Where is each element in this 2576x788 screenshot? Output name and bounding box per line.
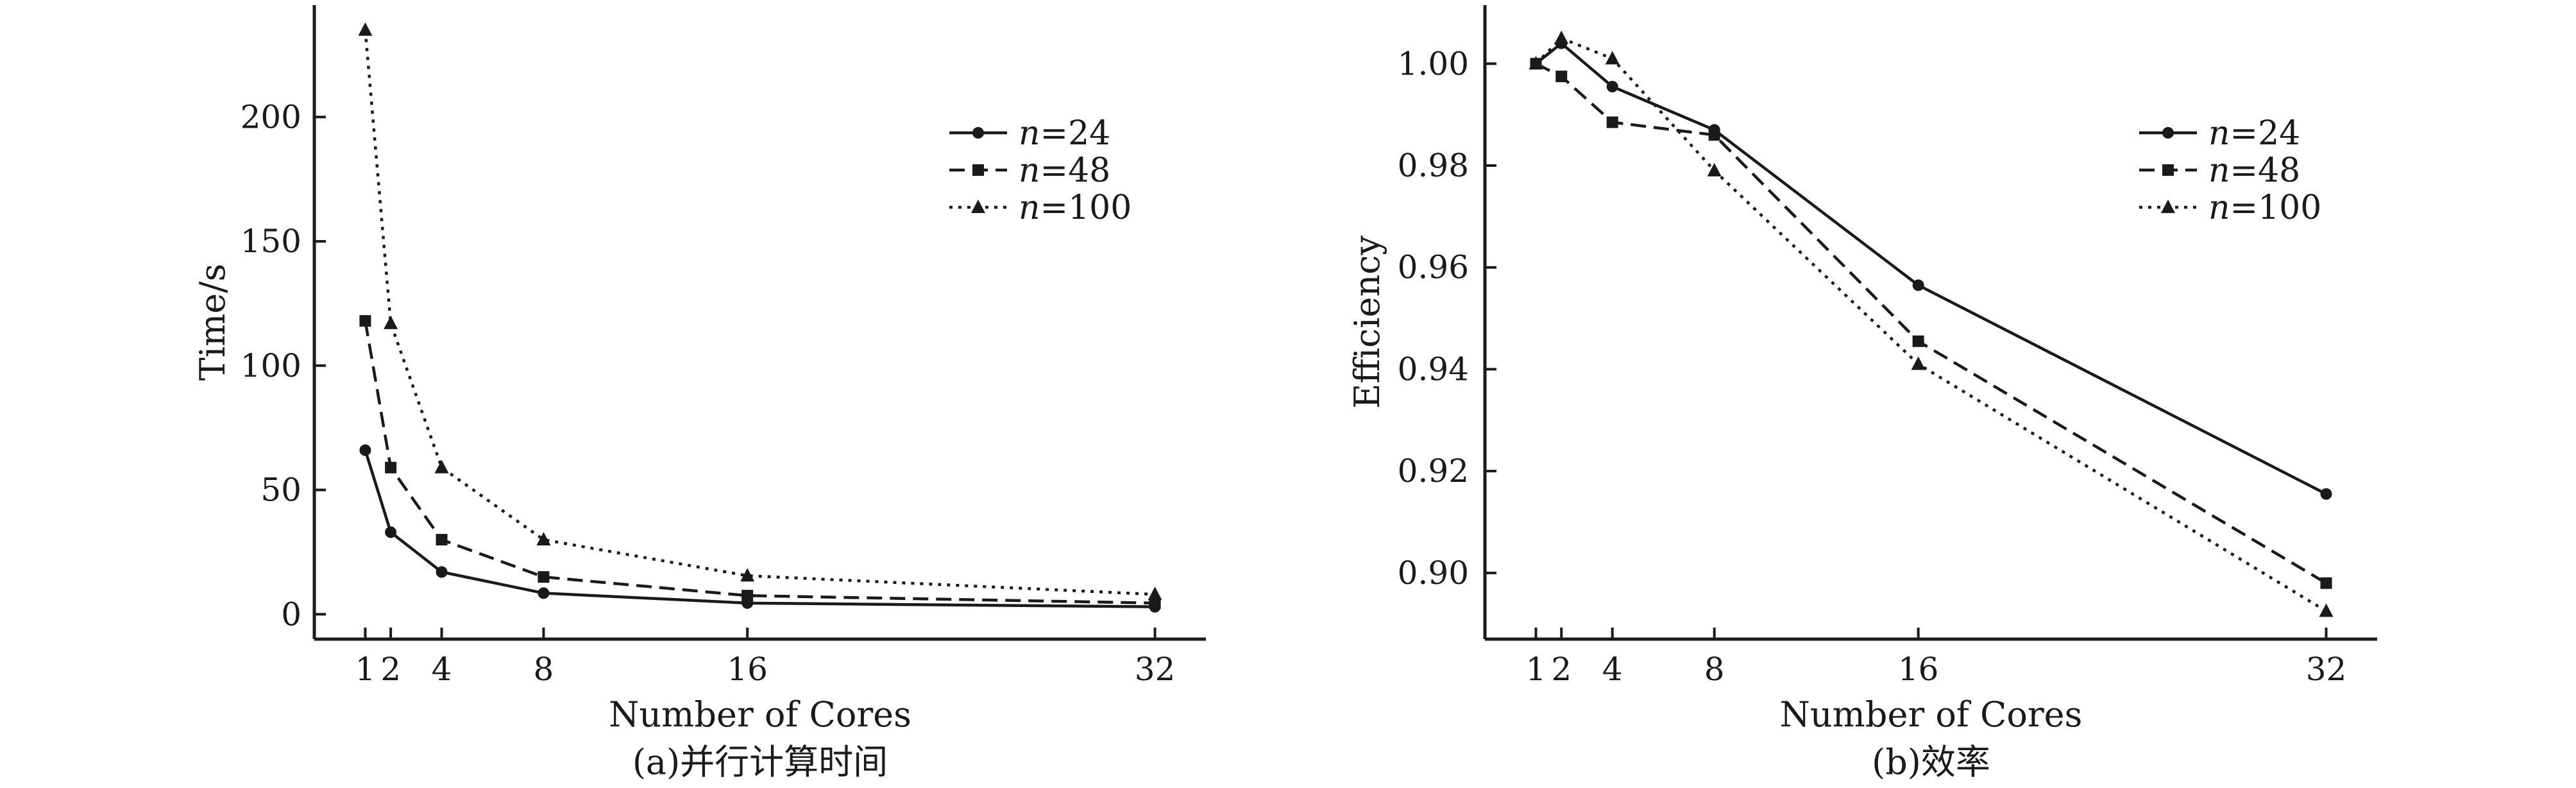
data-point bbox=[436, 566, 448, 578]
y-tick-label: 0.98 bbox=[1398, 147, 1469, 184]
series-line bbox=[1535, 41, 2327, 495]
series-line bbox=[1534, 36, 2327, 613]
data-point bbox=[2319, 603, 2334, 617]
data-point bbox=[2320, 488, 2332, 500]
legend-label: n=48 bbox=[1019, 151, 1110, 190]
y-tick-label: 0 bbox=[281, 595, 301, 633]
chart-panel-b: 0.90 0.92 0.94 0.96 0.98 1.00 1 2 4 8 16 32 Number o… bbox=[1347, 5, 2377, 782]
legend-label: n=100 bbox=[2208, 189, 2321, 227]
y-axis-label: Time/s bbox=[192, 264, 233, 381]
x-tick-label: 32 bbox=[1135, 651, 1176, 688]
legend-entry: n=48 bbox=[2139, 151, 2300, 190]
legend-entry: n=24 bbox=[2139, 114, 2300, 153]
data-point bbox=[1148, 587, 1162, 601]
data-point bbox=[2320, 577, 2332, 589]
data-point bbox=[1708, 129, 1720, 141]
legend-entry: n=24 bbox=[949, 114, 1110, 153]
data-point bbox=[1605, 51, 1620, 65]
x-tick-label: 1 bbox=[355, 651, 376, 688]
legend-marker bbox=[2162, 127, 2174, 139]
y-tick-label: 0.96 bbox=[1398, 249, 1469, 286]
legend-marker bbox=[972, 127, 984, 139]
legend-marker bbox=[971, 200, 985, 213]
data-point bbox=[741, 590, 754, 602]
legend-marker bbox=[2161, 200, 2175, 213]
data-point bbox=[1707, 162, 1722, 176]
x-tick-label: 16 bbox=[727, 651, 768, 688]
legend-label: n=100 bbox=[1019, 189, 1131, 227]
legend-marker bbox=[972, 164, 984, 176]
data-point bbox=[1555, 71, 1568, 83]
legend-entry: n=100 bbox=[2139, 189, 2321, 227]
series-n-48 bbox=[359, 315, 1161, 609]
data-point bbox=[436, 534, 448, 546]
y-tick-label: 0.90 bbox=[1398, 554, 1469, 592]
data-point bbox=[359, 315, 371, 327]
data-point bbox=[1912, 335, 1924, 347]
x-tick-label: 1 bbox=[1526, 651, 1546, 688]
data-point bbox=[740, 568, 755, 582]
data-point bbox=[538, 587, 550, 599]
legend-entry: n=100 bbox=[949, 189, 1131, 227]
x-axis-label: Number of Cores bbox=[1780, 694, 2083, 735]
y-tick-label: 200 bbox=[241, 98, 301, 135]
data-point bbox=[1149, 597, 1161, 609]
chart-caption: (b)效率 bbox=[1872, 742, 1990, 782]
series-n-24 bbox=[1530, 37, 2332, 500]
y-axis-label: Efficiency bbox=[1347, 235, 1387, 409]
legend-entry: n=48 bbox=[949, 151, 1110, 190]
y-tick-label: 150 bbox=[241, 223, 301, 260]
legend-label: n=24 bbox=[1019, 114, 1110, 153]
x-tick-label: 16 bbox=[1898, 651, 1939, 688]
data-point bbox=[358, 22, 373, 36]
y-tick-label: 0.94 bbox=[1398, 350, 1469, 388]
chart-panel-a: 0 50 100 150 200 1 2 4 8 16 32 Number of Cores Time/… bbox=[192, 5, 1206, 782]
x-tick-label: 8 bbox=[534, 651, 554, 688]
series-line bbox=[1535, 62, 2327, 585]
x-tick-label: 2 bbox=[1551, 651, 1572, 688]
x-axis-label: Number of Cores bbox=[609, 694, 911, 735]
x-tick-label: 8 bbox=[1704, 651, 1725, 688]
y-tick-label: 1.00 bbox=[1398, 45, 1469, 82]
data-point bbox=[434, 459, 449, 474]
data-point bbox=[385, 526, 397, 538]
legend-marker bbox=[2162, 164, 2174, 176]
data-point bbox=[359, 444, 371, 456]
data-point bbox=[536, 532, 551, 546]
series-n-100 bbox=[358, 22, 1162, 601]
x-tick-label: 4 bbox=[432, 651, 452, 688]
x-tick-label: 32 bbox=[2306, 651, 2347, 688]
y-tick-label: 0.92 bbox=[1398, 452, 1469, 490]
series-line bbox=[364, 449, 1155, 608]
series-n-100 bbox=[1529, 30, 2334, 617]
y-tick-label: 50 bbox=[260, 472, 301, 509]
series-line bbox=[364, 30, 1155, 596]
legend-label: n=48 bbox=[2208, 151, 2300, 190]
series-line bbox=[364, 320, 1155, 605]
x-tick-label: 4 bbox=[1602, 651, 1623, 688]
data-point bbox=[1911, 356, 1926, 370]
data-point bbox=[384, 315, 398, 329]
data-point bbox=[1606, 80, 1618, 92]
series-n-24 bbox=[359, 444, 1161, 613]
data-point bbox=[1912, 279, 1924, 291]
chart-caption: (a)并行计算时间 bbox=[632, 742, 888, 782]
data-point bbox=[1606, 116, 1618, 128]
data-point bbox=[538, 571, 550, 583]
x-tick-label: 2 bbox=[380, 651, 401, 688]
legend-label: n=24 bbox=[2208, 114, 2300, 153]
y-tick-label: 100 bbox=[241, 347, 301, 384]
data-point bbox=[1529, 56, 1543, 70]
data-point bbox=[385, 461, 397, 474]
data-point bbox=[1554, 30, 1569, 44]
